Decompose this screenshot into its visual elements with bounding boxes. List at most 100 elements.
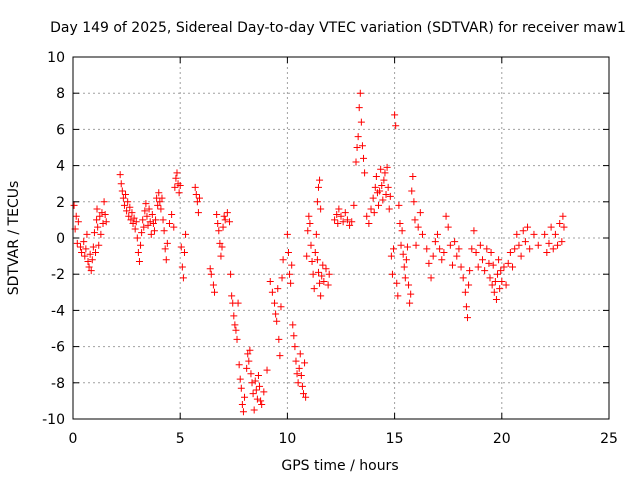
data-point [286,270,294,278]
data-point [312,230,320,238]
data-point [534,241,542,249]
data-point [410,198,418,206]
data-point [468,245,476,253]
data-point [233,335,241,343]
data-point [179,274,187,282]
data-point [313,256,321,264]
data-point [451,238,459,246]
data-point [392,122,400,130]
data-point [84,258,92,266]
x-tick-label: 25 [600,431,618,447]
data-point [263,366,271,374]
data-point [388,270,396,278]
data-point [376,187,384,195]
data-point [239,408,247,416]
data-point [288,261,296,269]
data-point [357,118,365,126]
data-point [193,198,201,206]
data-point [479,256,487,264]
data-point [372,172,380,180]
data-point [402,256,410,264]
data-point [266,277,274,285]
data-point [455,245,463,253]
data-point [506,248,514,256]
data-point [220,212,228,220]
data-point [547,223,555,231]
data-point [154,201,162,209]
data-point [274,285,282,293]
data-point [317,292,325,300]
data-point [490,288,498,296]
data-point [453,252,461,260]
data-point [92,248,100,256]
data-point [93,205,101,213]
data-point [98,209,106,217]
data-point [156,198,164,206]
data-point [360,154,368,162]
data-point [134,248,142,256]
data-point [150,227,158,235]
data-point [369,194,377,202]
data-point [146,218,154,226]
data-point [221,216,229,224]
data-point [334,220,342,228]
data-point [486,274,494,282]
data-point [462,303,470,311]
data-point [122,191,130,199]
data-point [237,384,245,392]
data-point [498,277,506,285]
data-point [177,243,185,251]
data-point [320,277,328,285]
data-point [276,352,284,360]
data-point [223,209,231,217]
data-point [317,205,325,213]
data-point [293,370,301,378]
data-point [138,229,146,237]
y-tick-label: -8 [51,376,65,392]
data-point [228,292,236,300]
data-point [89,243,97,251]
data-point [403,243,411,251]
chart-title: Day 149 of 2025, Sidereal Day-to-day VTE… [50,20,626,36]
data-point [238,401,246,409]
data-point [470,227,478,235]
data-point [489,261,497,269]
data-point [279,256,287,264]
data-point [298,382,306,390]
data-point [556,220,564,228]
y-tick-label: 6 [56,122,65,138]
data-point [356,89,364,97]
data-point [500,263,508,271]
data-point [541,230,549,238]
x-tick-label: 5 [176,431,185,447]
data-point [371,183,379,191]
data-point [358,142,366,150]
data-point [397,241,405,249]
data-point [438,256,446,264]
data-point [297,372,305,380]
data-point [427,274,435,282]
data-point [170,223,178,231]
data-point [117,180,125,188]
data-point [143,212,151,220]
data-point [511,245,519,253]
data-point [257,397,265,405]
data-point [509,263,517,271]
data-point [353,144,361,151]
data-point [549,245,557,253]
x-tick-label: 0 [69,431,78,447]
data-point [519,227,527,235]
data-point [495,256,503,264]
data-point [515,241,523,249]
data-point [521,238,529,246]
data-point [102,218,110,226]
data-point [448,261,456,269]
data-point [494,270,502,278]
data-point [256,382,264,390]
data-point [408,187,416,195]
data-point [129,220,137,228]
data-point [175,189,183,197]
data-point [305,212,313,220]
data-point [254,372,262,380]
